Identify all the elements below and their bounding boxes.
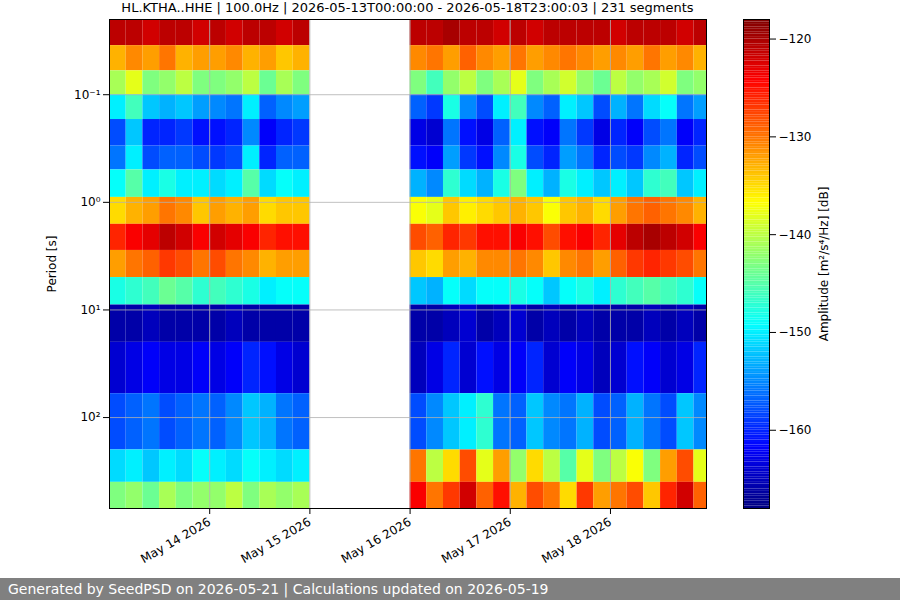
svg-text:Amplitude [m²/s⁴/Hz] [dB]: Amplitude [m²/s⁴/Hz] [dB] [817,187,831,342]
svg-text:10⁻¹: 10⁻¹ [74,88,101,102]
svg-text:10¹: 10¹ [80,303,100,317]
svg-text:−130: −130 [779,130,812,144]
svg-text:May 17 2026: May 17 2026 [439,515,514,566]
svg-text:10⁰: 10⁰ [80,195,100,209]
svg-text:−160: −160 [779,423,812,437]
html-text:Generated by SeedPSD on 2026-0: Generated by SeedPSD on 2026-05-21 | Cal… [8,581,549,597]
svg-text:May 16 2026: May 16 2026 [339,515,414,566]
svg-text:May 14 2026: May 14 2026 [138,515,213,566]
svg-text:−120: −120 [779,32,812,46]
svg-text:−150: −150 [779,325,812,339]
svg-text:−140: −140 [779,228,812,242]
svg-text:May 18 2026: May 18 2026 [539,515,614,566]
svg-text:10²: 10² [80,410,100,424]
html-text:HL.KTHA..HHE | 100.0Hz | 2026-: HL.KTHA..HHE | 100.0Hz | 2026-05-13T00:0… [121,0,694,15]
svg-text:Period [s]: Period [s] [45,236,59,293]
svg-text:May 15 2026: May 15 2026 [239,515,314,566]
